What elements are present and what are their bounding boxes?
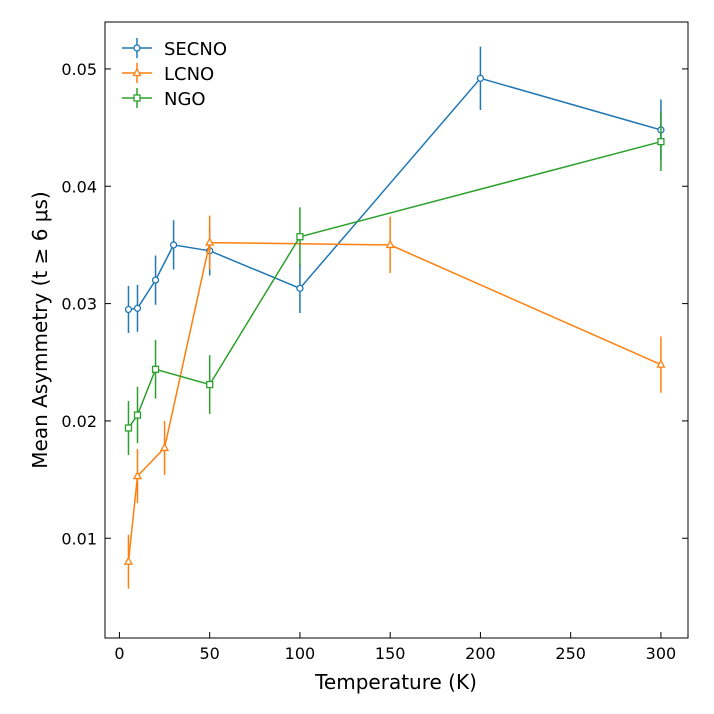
legend-marker-lcno: [132, 67, 142, 77]
legend-item-secno: SECNO: [122, 38, 227, 60]
y-tick-label: 0.01: [61, 529, 97, 548]
x-tick-label: 150: [375, 644, 406, 663]
data-point-lcno: [159, 442, 170, 452]
y-tick-label: 0.05: [61, 60, 97, 79]
legend-marker-ngo: [133, 94, 141, 102]
data-point-secno: [124, 305, 133, 314]
data-point-ngo: [133, 411, 142, 419]
data-point-secno: [151, 276, 160, 284]
legend-marker-secno: [133, 44, 141, 52]
series-line-lcno: [127, 241, 662, 562]
legend-item-ngo: NGO: [122, 88, 206, 110]
data-point-ngo: [151, 365, 160, 373]
legend-label-lcno: LCNO: [164, 64, 214, 85]
legend: SECNO LCNO NGO: [122, 38, 227, 110]
data-point-ngo: [206, 380, 214, 389]
y-tick-label: 0.04: [61, 177, 97, 196]
x-axis-label: Temperature (K): [314, 670, 477, 694]
x-tick-label: 0: [114, 644, 124, 663]
x-tick-label: 250: [555, 644, 586, 663]
legend-label-ngo: NGO: [164, 89, 206, 110]
data-point-lcno: [656, 359, 666, 368]
plot-frame: [104, 21, 689, 639]
legend-item-lcno: LCNO: [122, 63, 214, 85]
x-tick-label: 100: [285, 644, 316, 663]
data-point-lcno: [123, 556, 134, 565]
x-tick-label: 200: [465, 644, 496, 663]
data-point-lcno: [132, 470, 143, 480]
data-point-secno: [296, 284, 304, 292]
data-point-secno: [476, 74, 485, 82]
series-line-secno: [128, 77, 662, 311]
data-point-lcno: [205, 237, 215, 246]
plot-area: [105, 22, 688, 638]
data-point-lcno: [385, 239, 395, 249]
y-tick-label: 0.03: [61, 295, 97, 314]
data-point-ngo: [124, 424, 133, 432]
legend-label-secno: SECNO: [164, 39, 227, 60]
series-ngo: [124, 112, 665, 455]
data-point-ngo: [657, 138, 665, 146]
y-axis-label: Mean Asymmetry (t ≥ 6 μs): [28, 191, 52, 468]
data-point-ngo: [296, 233, 304, 241]
data-point-secno: [133, 304, 142, 312]
axes-layer: 0 50 100 150 200 250 300 0.01 0.02 0.03 0.04 0.05: [61, 60, 688, 663]
series-lcno: [123, 215, 666, 589]
x-tick-label: 50: [200, 644, 220, 663]
data-layer: [123, 46, 666, 589]
y-tick-label: 0.02: [61, 412, 97, 431]
x-tick-label: 300: [646, 644, 677, 663]
data-point-secno: [169, 241, 178, 249]
